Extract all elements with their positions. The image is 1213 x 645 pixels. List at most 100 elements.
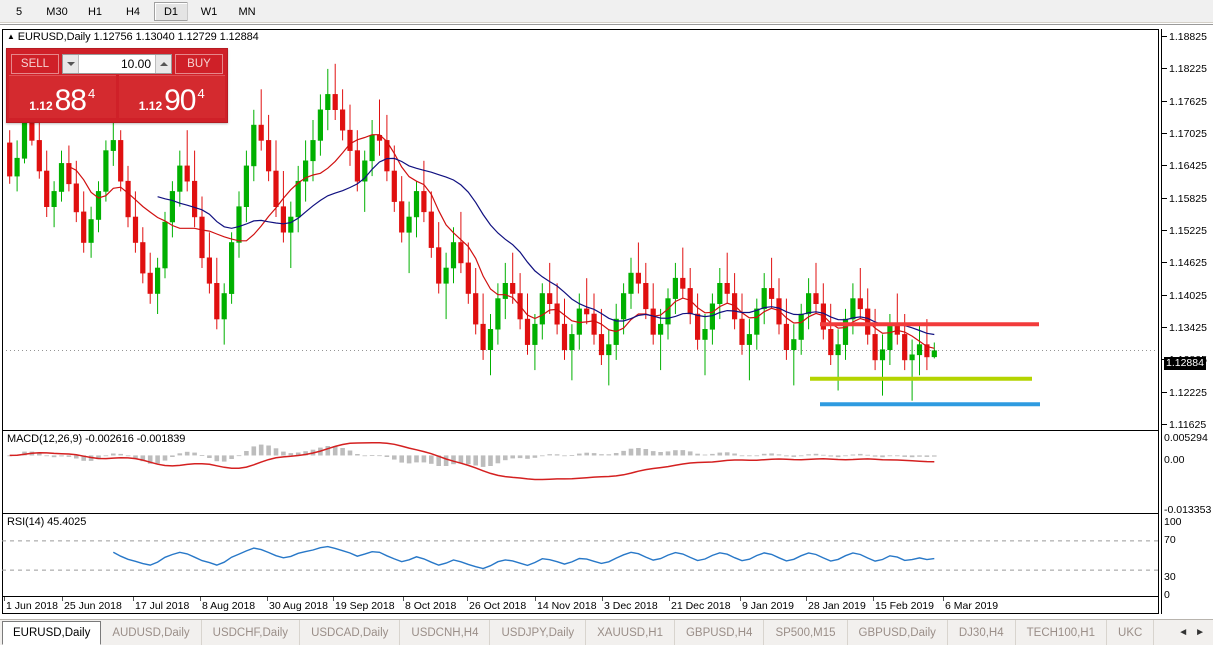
- chart-tab-ukc[interactable]: UKC: [1107, 620, 1155, 645]
- chart-header-text: EURUSD,Daily 1.12756 1.13040 1.12729 1.1…: [17, 31, 259, 43]
- candlestick: [850, 283, 856, 335]
- timeframe-button-h4[interactable]: H4: [125, 5, 141, 18]
- macd-histogram-bar: [74, 455, 79, 459]
- macd-histogram-bar: [895, 455, 900, 457]
- volume-decrement-button[interactable]: [63, 54, 79, 73]
- candlestick: [140, 227, 146, 284]
- macd-histogram-bar: [569, 455, 575, 456]
- candlestick: [680, 247, 686, 299]
- price-tick: 1.14625: [1162, 258, 1207, 269]
- macd-histogram-bar: [473, 455, 478, 466]
- price-pane[interactable]: ▲ EURUSD,Daily 1.12756 1.13040 1.12729 1…: [2, 29, 1159, 430]
- chevron-down-icon: [66, 61, 75, 66]
- macd-histogram-bar: [924, 455, 930, 457]
- candlestick: [524, 293, 531, 355]
- chart-tab-usdchf-daily[interactable]: USDCHF,Daily: [202, 620, 301, 645]
- one-click-trading-panel[interactable]: SELL 10.00 BUY 1.12 88 4 1.12 90 4: [6, 48, 228, 123]
- macd-histogram-bar: [769, 453, 774, 456]
- candlestick: [443, 252, 449, 320]
- buy-button[interactable]: BUY: [175, 53, 223, 74]
- price-tick: 1.15825: [1162, 193, 1207, 205]
- current-price-label: 1.12884: [1164, 357, 1206, 370]
- price-tick: 1.13425: [1162, 323, 1207, 334]
- macd-histogram-bar: [340, 448, 345, 456]
- candlestick: [58, 150, 65, 202]
- scroll-left-icon[interactable]: ◄: [1178, 627, 1189, 638]
- sell-price-quote[interactable]: 1.12 88 4: [9, 75, 116, 118]
- chart-tab-eurusd-daily[interactable]: EURUSD,Daily: [2, 621, 102, 645]
- volume-increment-button[interactable]: [155, 54, 171, 73]
- chart-tab-sp500-m15[interactable]: SP500,M15: [764, 620, 848, 645]
- candlestick: [791, 324, 797, 386]
- chart-tab-tech100-h1[interactable]: TECH100,H1: [1016, 620, 1108, 645]
- time-axis-label: 14 Nov 2018: [537, 600, 597, 612]
- candlestick: [339, 89, 346, 141]
- chart-tab-audusd-daily[interactable]: AUDUSD,Daily: [101, 620, 202, 645]
- macd-histogram-bar: [532, 455, 538, 458]
- chart-tab-usdcnh-h4[interactable]: USDCNH,H4: [400, 620, 491, 645]
- candlestick-canvas[interactable]: [2, 29, 1159, 430]
- macd-histogram-bar: [776, 454, 782, 456]
- chart-tab-xauusd-h1[interactable]: XAUUSD,H1: [586, 620, 675, 645]
- candlestick: [828, 303, 834, 365]
- time-axis-tick: [602, 597, 603, 601]
- macd-histogram-bar: [636, 448, 641, 456]
- timeframe-button-h1[interactable]: H1: [87, 5, 103, 18]
- time-axis-tick: [535, 597, 536, 601]
- scroll-right-icon[interactable]: ►: [1195, 627, 1205, 638]
- chart-tab-dj30-h4[interactable]: DJ30,H4: [948, 620, 1016, 645]
- timeframe-button-mn[interactable]: MN: [238, 5, 256, 18]
- macd-histogram-bar: [695, 453, 700, 456]
- tab-scroll-controls: ◄ ►: [1170, 620, 1213, 645]
- timeframe-button-m30[interactable]: M30: [46, 5, 68, 18]
- chart-tab-usdjpy-daily[interactable]: USDJPY,Daily: [490, 620, 587, 645]
- macd-histogram-bar: [606, 454, 612, 456]
- buy-price-quote[interactable]: 1.12 90 4: [118, 75, 225, 118]
- price-tick: 1.16425: [1162, 161, 1207, 172]
- price-scale[interactable]: 1.18825 1.18225 1.17625 1.17025 1.16425 1.158…: [1161, 29, 1213, 614]
- rsi-pane[interactable]: RSI(14) 45.4025: [2, 513, 1159, 596]
- candlestick: [665, 288, 671, 340]
- chart-tab-usdcad-daily[interactable]: USDCAD,Daily: [300, 620, 401, 645]
- time-axis-label: 28 Jan 2019: [808, 600, 866, 612]
- candlestick: [909, 339, 915, 401]
- macd-histogram-bar: [835, 455, 841, 458]
- collapse-triangle-icon[interactable]: ▲: [7, 32, 15, 41]
- volume-stepper[interactable]: 10.00: [62, 53, 172, 74]
- timeframe-button-5[interactable]: 5: [15, 5, 23, 18]
- candlestick: [857, 268, 863, 320]
- candlestick: [81, 191, 87, 253]
- rsi-label: RSI(14) 45.4025: [7, 516, 87, 528]
- timeframe-button-d1[interactable]: D1: [154, 2, 188, 21]
- candlestick: [872, 308, 878, 371]
- candlestick: [258, 89, 264, 151]
- macd-histogram-bar: [887, 455, 893, 457]
- macd-histogram-bar: [643, 449, 649, 456]
- macd-histogram-bar: [347, 450, 353, 456]
- price-tick: 1.14025: [1162, 290, 1207, 302]
- macd-histogram-bar: [244, 451, 249, 456]
- price-tick: 1.11625: [1162, 420, 1206, 431]
- macd-histogram-bar: [902, 455, 907, 457]
- macd-histogram-bar: [295, 452, 301, 456]
- macd-histogram-bar: [155, 455, 160, 464]
- candlestick: [265, 114, 272, 182]
- candlestick: [147, 252, 153, 304]
- volume-input[interactable]: 10.00: [79, 54, 155, 73]
- time-axis-label: 8 Oct 2018: [405, 600, 457, 612]
- candlestick: [569, 324, 575, 381]
- macd-histogram-bar: [798, 455, 804, 457]
- timeframe-button-w1[interactable]: W1: [200, 5, 218, 18]
- chart-tab-gbpusd-h4[interactable]: GBPUSD,H4: [675, 620, 765, 645]
- candlestick: [288, 201, 294, 268]
- macd-histogram-bar: [673, 450, 678, 456]
- time-axis-tick: [133, 597, 134, 601]
- time-axis[interactable]: 1 Jun 2018 25 Jun 2018 17 Jul 2018 8 Aug 20…: [2, 596, 1159, 614]
- macd-histogram-bar: [680, 450, 686, 456]
- macd-pane[interactable]: MACD(12,26,9) -0.002616 -0.001839: [2, 430, 1159, 512]
- chart-tab-gbpusd-daily[interactable]: GBPUSD,Daily: [848, 620, 948, 645]
- macd-histogram-bar: [584, 452, 589, 456]
- candlestick: [842, 308, 849, 360]
- candlestick: [391, 145, 397, 212]
- sell-button[interactable]: SELL: [11, 53, 59, 74]
